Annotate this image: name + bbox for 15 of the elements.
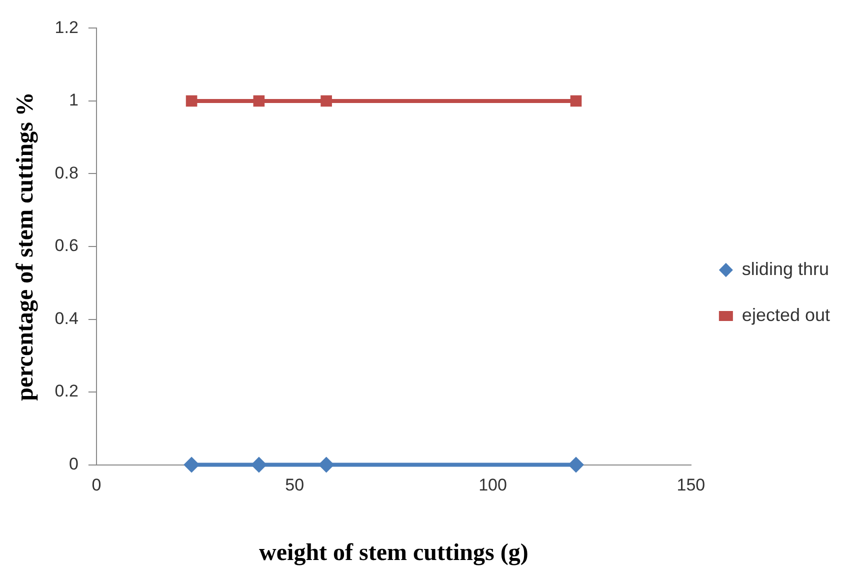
y-tick-label: 1	[68, 90, 78, 110]
y-tick-label: 0.8	[54, 163, 78, 182]
x-tick-label: 100	[478, 476, 507, 495]
x-tick-label: 0	[92, 476, 102, 495]
x-axis-title: weight of stem cuttings (g)	[259, 540, 528, 566]
legend-label: ejected out	[742, 304, 830, 325]
x-tick-label: 50	[285, 476, 304, 495]
y-tick-label: 0.2	[54, 382, 78, 401]
y-tick-label: 0	[68, 454, 78, 474]
y-tick-label: 0.4	[54, 308, 78, 328]
y-axis-title: percentage of stem cuttings %	[12, 92, 39, 401]
x-tick-label: 150	[676, 476, 706, 495]
y-tick-label: 1.2	[54, 18, 78, 37]
legend-label: sliding thru	[742, 258, 829, 279]
y-tick-label: 0.6	[54, 236, 78, 256]
